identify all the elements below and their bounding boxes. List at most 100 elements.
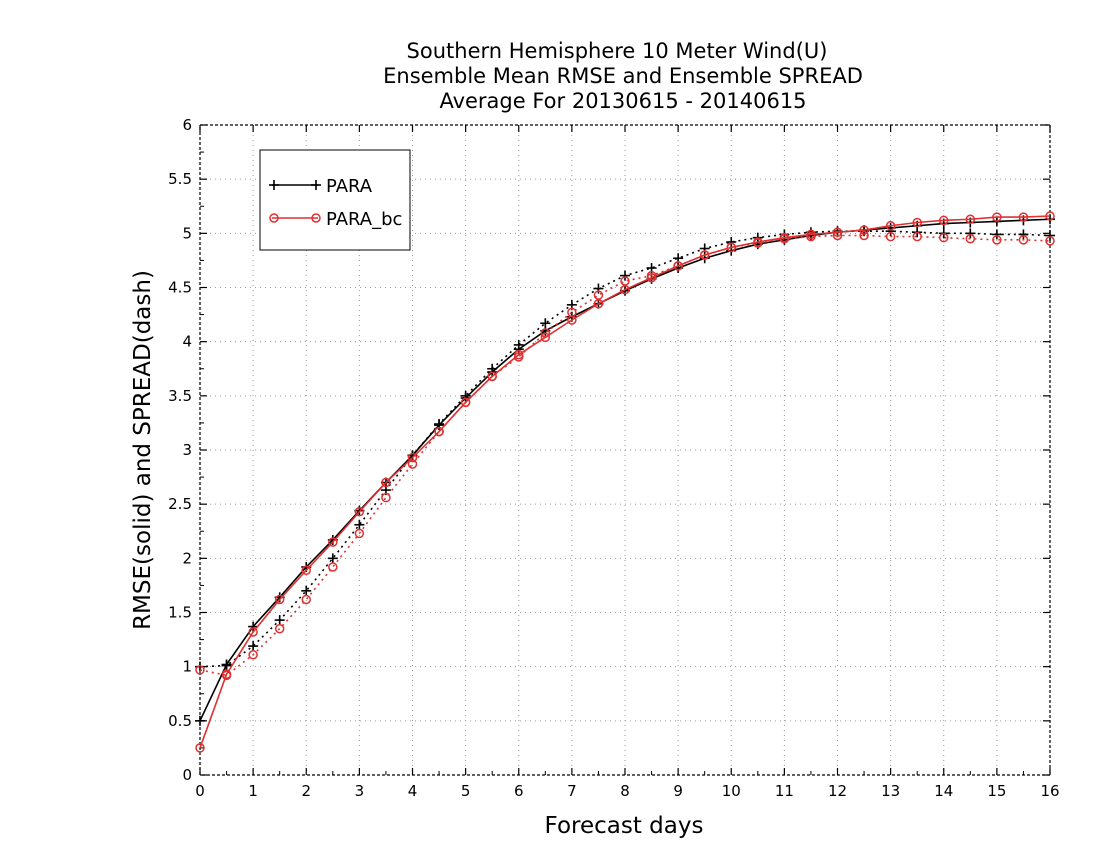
x-tick-label: 2 <box>301 782 311 800</box>
spread-point-para-bc-circle-marker <box>354 528 365 539</box>
legend-entry-para-bc: PARA_bc <box>269 209 402 230</box>
rmse-point-para-bc-circle-marker <box>939 215 949 226</box>
spread-point-para-bc-circle-marker <box>726 242 736 253</box>
spread-point-para-bc-circle-marker <box>1045 236 1055 246</box>
spread-point-para-plus-marker <box>699 243 710 254</box>
x-tick-label: 5 <box>461 782 471 800</box>
x-tick-label: 11 <box>775 782 794 800</box>
spread-point-para-bc-circle-marker <box>328 562 338 572</box>
spread-point-para-bc-circle-marker <box>195 665 205 675</box>
y-axis-title: RMSE(solid) and SPREAD(dash) <box>130 270 156 630</box>
spread-point-para-bc-circle-marker <box>540 328 551 338</box>
spread-point-para-bc-circle-marker <box>567 307 577 318</box>
spread-point-para-bc-circle-marker <box>221 670 232 681</box>
x-tick-label: 15 <box>987 782 1006 800</box>
rmse-point-para-bc-circle-marker <box>354 507 365 517</box>
spread-point-para-bc-circle-marker <box>832 230 843 241</box>
spread-point-para-plus-marker <box>274 615 285 626</box>
spread-point-para-plus-marker <box>726 237 737 247</box>
x-tick-label: 0 <box>195 782 205 800</box>
spread-point-para-plus-marker <box>460 390 471 401</box>
spread-point-para-bc-circle-marker <box>460 397 471 408</box>
rmse-line-para-bc <box>199 215 1051 749</box>
spread-point-para-plus-marker <box>354 519 365 530</box>
rmse-point-para-bc-circle-marker <box>965 214 976 224</box>
title-line-3: Average For 20130615 - 20140615 <box>439 89 806 113</box>
spread-point-para-bc-circle-marker <box>912 231 922 242</box>
spread-point-para-bc-circle-marker <box>301 594 311 605</box>
y-tick-label: 0.5 <box>168 712 192 730</box>
spread-point-para-bc-circle-marker <box>620 276 630 286</box>
rmse-point-para-bc-circle-marker <box>195 743 205 753</box>
y-tick-label: 6 <box>182 116 192 134</box>
x-tick-label: 14 <box>934 782 953 800</box>
legend-entry-para: PARA <box>269 176 373 197</box>
y-tick-label: 1 <box>182 658 192 676</box>
spread-point-para-bc-circle-marker <box>779 234 790 244</box>
spread-point-para-bc-circle-marker <box>965 234 976 244</box>
y-tick-label: 2 <box>182 549 192 567</box>
y-tick-label: 3 <box>182 441 192 459</box>
title-line-2: Ensemble Mean RMSE and Ensemble SPREAD <box>383 64 863 88</box>
x-tick-label: 13 <box>881 782 900 800</box>
spread-point-para-plus-marker <box>885 226 896 237</box>
spread-point-para-plus-marker <box>540 318 551 329</box>
legend-box <box>259 149 411 251</box>
x-tick-label: 7 <box>567 782 577 800</box>
spread-point-para-bc-circle-marker <box>673 261 683 271</box>
legend-para-plus-marker <box>311 180 321 190</box>
rmse-point-para-bc-circle-marker <box>1018 212 1029 222</box>
spread-point-para-bc-circle-marker <box>487 371 497 382</box>
series-layer <box>195 211 1055 753</box>
x-tick-label: 10 <box>722 782 741 800</box>
rmse-point-para-bc-circle-marker <box>1045 211 1055 221</box>
spread-point-para-bc-circle-marker <box>593 290 604 300</box>
title-line-1: Southern Hemisphere 10 Meter Wind(U) <box>407 39 828 63</box>
spread-point-para-plus-marker <box>248 641 259 652</box>
rmse-point-para-plus-marker <box>195 715 205 726</box>
spread-point-para-bc-circle-marker <box>1018 235 1029 245</box>
spread-line-para <box>199 230 1051 668</box>
rmse-point-para-bc-circle-marker <box>248 627 258 637</box>
x-tick-label: 3 <box>355 782 365 800</box>
spread-point-para-plus-marker <box>301 585 312 596</box>
rmse-point-para-bc-circle-marker <box>301 565 311 575</box>
series-para <box>195 214 1055 726</box>
spread-point-para-plus-marker <box>513 339 524 350</box>
chart-title: Southern Hemisphere 10 Meter Wind(U) Ens… <box>383 39 863 113</box>
y-tick-label: 2.5 <box>168 495 192 513</box>
rmse-point-para-bc-circle-marker <box>992 212 1002 222</box>
spread-point-para-bc-circle-marker <box>407 459 418 469</box>
rmse-point-para-bc-circle-marker <box>540 332 551 343</box>
rmse-point-para-plus-marker <box>248 621 259 632</box>
rmse-point-para-bc-circle-marker <box>407 452 418 463</box>
spread-point-para-plus-marker <box>327 553 338 564</box>
spread-point-para-plus-marker <box>991 229 1002 240</box>
spread-point-para-bc-circle-marker <box>248 650 258 660</box>
y-tick-label: 1.5 <box>168 604 192 622</box>
y-tick-label: 0 <box>182 766 192 784</box>
spread-point-para-bc-circle-marker <box>753 238 763 248</box>
x-tick-label: 6 <box>514 782 524 800</box>
legend-para-bc-circle-marker <box>311 213 321 223</box>
legend: PARA PARA_bc <box>259 149 411 251</box>
spread-point-para-bc-circle-marker <box>646 270 657 281</box>
x-tick-label: 9 <box>673 782 683 800</box>
spread-point-para-bc-circle-marker <box>274 624 285 634</box>
rmse-point-para-bc-circle-marker <box>328 537 338 547</box>
rmse-point-para-bc-circle-marker <box>381 477 391 488</box>
spread-point-para-bc-circle-marker <box>885 231 896 242</box>
rmse-point-para-bc-circle-marker <box>832 227 843 237</box>
spread-point-para-plus-marker <box>620 270 630 281</box>
y-tick-label: 5 <box>182 224 192 242</box>
axes: 0 1 2 3 4 5 6 7 8 9 10 11 12 13 14 15 1600.511.522.533.5… <box>168 116 1059 800</box>
y-tick-label: 4.5 <box>168 279 192 297</box>
x-tick-label: 1 <box>248 782 258 800</box>
spread-point-para-bc-circle-marker <box>939 232 949 243</box>
grid <box>200 125 1050 775</box>
rmse-point-para-bc-circle-marker <box>912 217 922 228</box>
spread-point-para-plus-marker <box>593 283 604 294</box>
rmse-point-para-bc-circle-marker <box>885 221 896 231</box>
